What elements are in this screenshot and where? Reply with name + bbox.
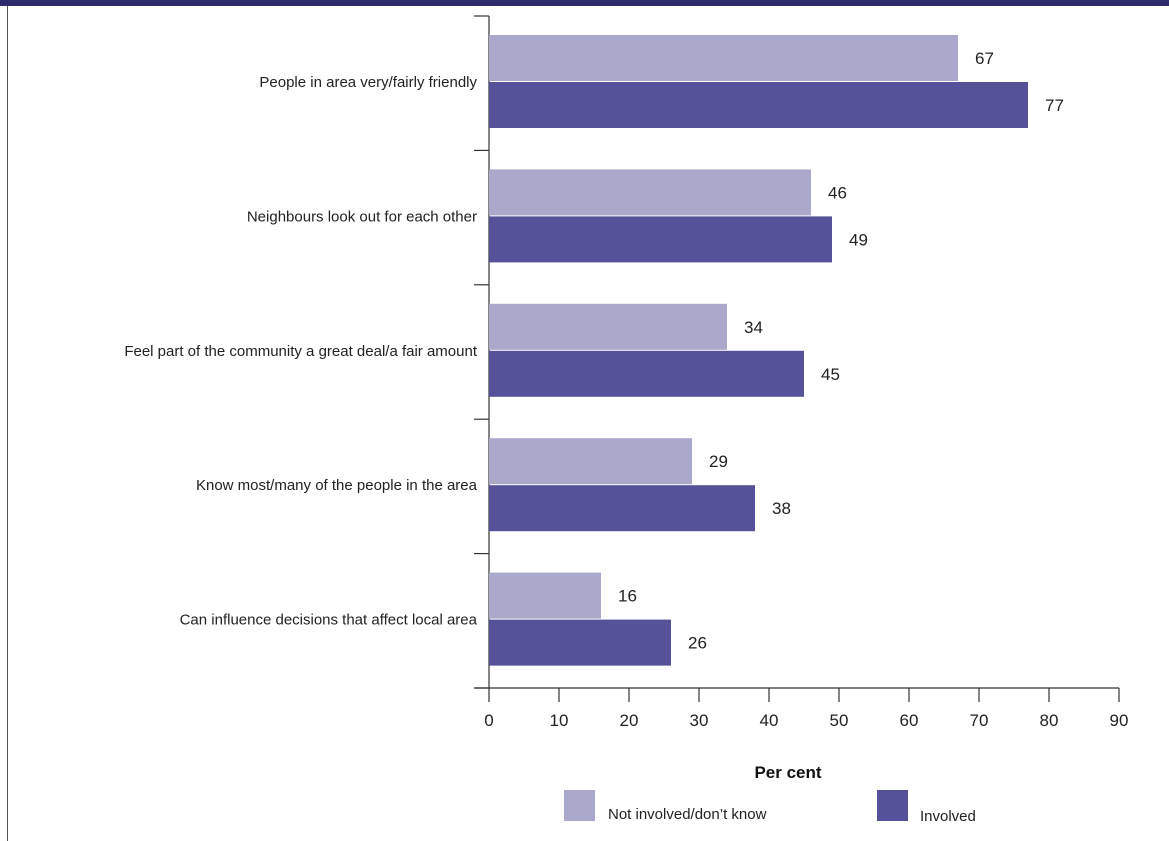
bar-involved bbox=[489, 216, 832, 263]
legend-swatch-involved bbox=[877, 790, 908, 821]
bar-involved bbox=[489, 619, 671, 666]
x-tick-label: 10 bbox=[550, 711, 569, 730]
x-tick-label: 80 bbox=[1040, 711, 1059, 730]
frame-left-border bbox=[7, 6, 8, 841]
bar-value-label: 46 bbox=[828, 183, 847, 202]
bar-not-involved bbox=[489, 438, 692, 485]
bar-not-involved bbox=[489, 303, 727, 350]
x-tick-label: 70 bbox=[970, 711, 989, 730]
bar-value-label: 29 bbox=[709, 452, 728, 471]
legend-swatch-not-involved bbox=[564, 790, 595, 821]
x-tick-label: 20 bbox=[620, 711, 639, 730]
x-axis-title: Per cent bbox=[754, 763, 821, 782]
bar-value-label: 49 bbox=[849, 230, 868, 249]
bar-involved bbox=[489, 82, 1028, 128]
x-tick-label: 50 bbox=[830, 711, 849, 730]
bar-value-label: 45 bbox=[821, 365, 840, 384]
legend: Not involved/don’t know Involved bbox=[564, 790, 976, 825]
bars bbox=[489, 35, 1028, 666]
x-tick-label: 0 bbox=[484, 711, 493, 730]
x-tick-label: 30 bbox=[690, 711, 709, 730]
bar-value-label: 16 bbox=[618, 587, 637, 606]
x-tick-label: 60 bbox=[900, 711, 919, 730]
bar-value-label: 67 bbox=[975, 49, 994, 68]
bar-not-involved bbox=[489, 169, 811, 216]
x-tick-label: 40 bbox=[760, 711, 779, 730]
category-label: People in area very/fairly friendly bbox=[259, 74, 477, 91]
legend-label-involved: Involved bbox=[920, 808, 976, 825]
legend-label-not-involved: Not involved/don’t know bbox=[608, 806, 767, 823]
bar-not-involved bbox=[489, 35, 958, 81]
bar-value-label: 77 bbox=[1045, 96, 1064, 115]
category-label: Can influence decisions that affect loca… bbox=[180, 612, 478, 629]
frame-top-band bbox=[0, 0, 1169, 6]
category-label: Know most/many of the people in the area bbox=[196, 477, 478, 494]
bar-involved bbox=[489, 350, 804, 397]
category-label: Feel part of the community a great deal/… bbox=[124, 343, 478, 360]
bar-value-label: 34 bbox=[744, 318, 763, 337]
x-tick-label: 90 bbox=[1110, 711, 1129, 730]
bar-value-label: 38 bbox=[772, 499, 791, 518]
category-label: Neighbours look out for each other bbox=[247, 208, 477, 225]
bar-involved bbox=[489, 485, 755, 532]
bar-value-label: 26 bbox=[688, 634, 707, 653]
bar-not-involved bbox=[489, 572, 601, 619]
labels: 0 10 20 30 40 50 60 70 80 90 67 77 People in area ve… bbox=[124, 49, 1128, 730]
